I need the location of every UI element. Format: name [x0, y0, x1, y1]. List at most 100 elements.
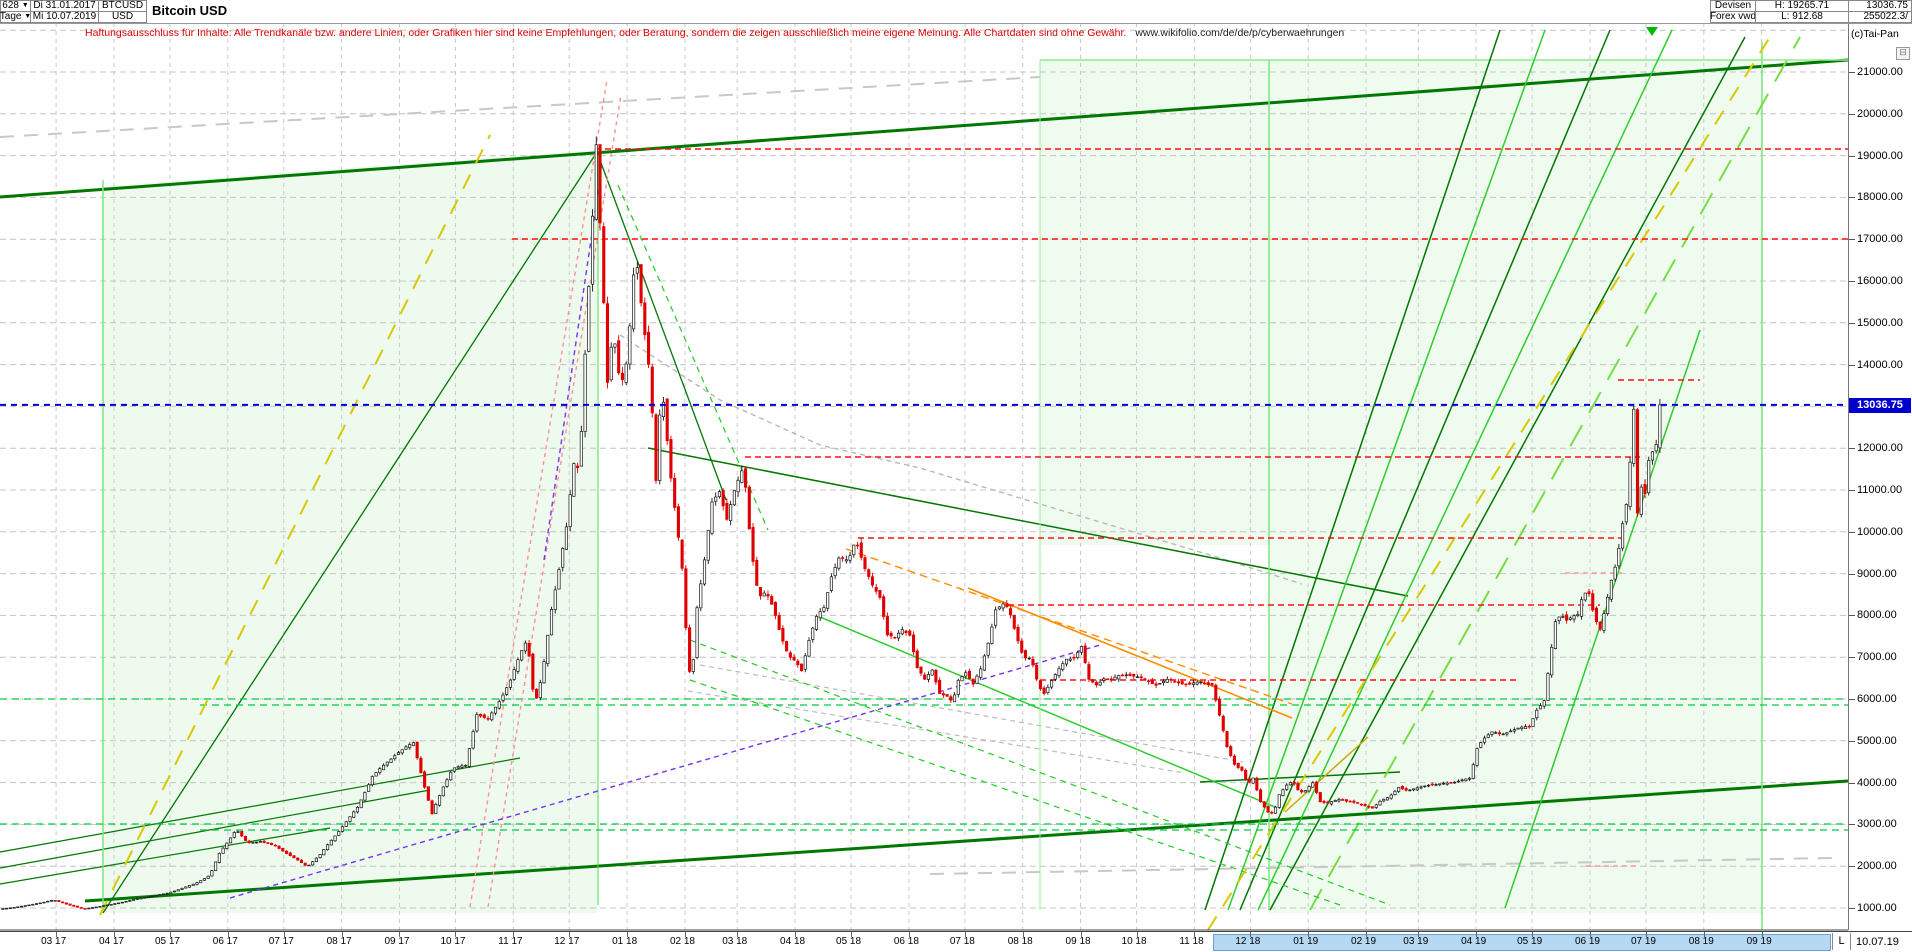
- x-axis-label: 10 18: [1121, 936, 1147, 947]
- last-price-badge: 13036.75: [1849, 397, 1911, 413]
- y-axis-tick: [1849, 322, 1855, 324]
- x-axis-label: 12 17: [554, 936, 580, 947]
- y-axis-tick: [1849, 657, 1855, 659]
- x-axis-tick: [1366, 932, 1368, 937]
- y-axis-label: 9000.00: [1857, 567, 1897, 580]
- x-axis-tick: [1703, 932, 1705, 937]
- x-axis-tick: [1589, 932, 1591, 937]
- period-value: Tage: [0, 11, 22, 22]
- bars-count-value: 628: [2, 0, 19, 11]
- x-axis-label: 04 17: [98, 936, 124, 947]
- x-axis-tick: [1532, 932, 1534, 937]
- y-axis-label: 18000.00: [1857, 191, 1903, 204]
- y-axis-label: 12000.00: [1857, 442, 1903, 455]
- x-axis-tick: [1080, 932, 1082, 937]
- y-axis-label: 4000.00: [1857, 776, 1897, 789]
- y-axis-label: 14000.00: [1857, 358, 1903, 371]
- x-axis-tick: [964, 932, 966, 937]
- chevron-down-icon: ▼: [21, 2, 29, 9]
- y-axis-tick: [1849, 740, 1855, 742]
- y-axis: 13036.75 1000.00 2000.00 3000.00 4000.00 500…: [1848, 23, 1912, 930]
- copyright-label: (c)Tai-Pan: [1851, 28, 1899, 40]
- last-date-label: 10.07.19: [1856, 936, 1899, 948]
- y-axis-tick: [1849, 113, 1855, 115]
- x-axis-tick: [1761, 932, 1763, 937]
- x-axis-label: 04 18: [780, 936, 806, 947]
- last-date-cell: Mi 10.07.2019: [30, 11, 99, 23]
- x-axis-tick: [569, 932, 571, 937]
- x-axis-label: 06 18: [893, 936, 919, 947]
- y-axis-label: 17000.00: [1857, 233, 1903, 246]
- y-axis-tick: [1849, 866, 1855, 868]
- x-axis-tick: [341, 932, 343, 937]
- x-axis-label: 06 19: [1574, 936, 1600, 947]
- disclaimer-link[interactable]: www.wikifolio.com/de/de/p/cyberwaehrunge…: [1135, 27, 1345, 39]
- y-axis-tick: [1849, 72, 1855, 73]
- x-axis-label: 08 19: [1688, 936, 1714, 947]
- y-axis-label: 6000.00: [1857, 693, 1897, 705]
- y-axis-tick: [1849, 699, 1855, 700]
- y-axis-tick: [1849, 908, 1855, 909]
- x-axis-label: 05 19: [1517, 936, 1543, 947]
- x-axis-tick: [795, 932, 797, 937]
- y-axis-tick: [1849, 197, 1855, 199]
- x-axis-label: 09 17: [384, 936, 410, 947]
- x-axis-tick: [399, 932, 401, 937]
- x-axis-tick: [1308, 932, 1310, 937]
- x-axis-label: 01 19: [1293, 936, 1319, 947]
- y-axis-tick: [1849, 615, 1855, 617]
- y-axis-label: 3000.00: [1857, 818, 1897, 831]
- x-axis-tick: [227, 932, 229, 937]
- x-axis-label: 09 19: [1746, 936, 1772, 947]
- x-axis-label: 11 18: [1179, 936, 1204, 947]
- y-axis-label: 1000.00: [1857, 902, 1897, 914]
- y-axis-label: 20000.00: [1857, 107, 1903, 120]
- x-axis-label: 07 19: [1630, 936, 1656, 947]
- x-axis-label: 01 18: [612, 936, 638, 947]
- x-axis-label: 08 18: [1007, 936, 1033, 947]
- x-axis-label: 12 18: [1235, 936, 1261, 947]
- axis-corner: [1848, 931, 1912, 952]
- x-axis-tick: [169, 932, 171, 937]
- x-axis-label: 02 18: [669, 936, 695, 947]
- x-axis-tick: [283, 932, 285, 937]
- x-axis-label: 04 19: [1461, 936, 1487, 947]
- x-axis-tick: [1645, 932, 1647, 937]
- x-axis-tick: [684, 932, 686, 937]
- x-axis-label: 08 17: [326, 936, 352, 947]
- x-axis-label: 03 17: [41, 936, 67, 947]
- x-axis-tick: [1022, 932, 1024, 937]
- x-axis-tick: [627, 932, 629, 937]
- y-axis-tick: [1849, 824, 1855, 826]
- minimize-button[interactable]: ⊟: [1896, 47, 1910, 60]
- currency-cell: USD: [98, 11, 147, 23]
- y-axis-label: 8000.00: [1857, 609, 1897, 622]
- chevron-down-icon: ▼: [24, 13, 32, 20]
- y-axis-label: 15000.00: [1857, 316, 1903, 329]
- x-axis[interactable]: 03 17 04 17 05 17 06 17 07 17 08 17 09 17 10 17…: [0, 931, 1848, 952]
- x-axis-label: 05 17: [154, 936, 180, 947]
- x-axis-label: 03 19: [1403, 936, 1429, 947]
- x-axis-tick: [851, 932, 853, 937]
- x-axis-label: 07 17: [268, 936, 294, 947]
- x-axis-label: 09 18: [1065, 936, 1091, 947]
- x-axis-tick: [1250, 932, 1252, 937]
- x-axis-label: 05 18: [836, 936, 862, 947]
- period-dropdown[interactable]: Tage ▼: [0, 11, 31, 23]
- y-axis-tick: [1849, 782, 1855, 784]
- x-axis-label: 10 17: [440, 936, 466, 947]
- x-axis-tick: [1476, 932, 1478, 937]
- y-axis-tick: [1849, 281, 1855, 282]
- disclaimer-text: Haftungsausschluss für Inhalte: Alle Tre…: [85, 27, 1345, 39]
- x-axis-label: 03 18: [722, 936, 748, 947]
- y-axis-tick: [1849, 239, 1855, 241]
- x-axis-label: 07 18: [949, 936, 975, 947]
- header-divider: [0, 23, 1912, 24]
- y-axis-tick: [1849, 531, 1855, 533]
- price-chart-canvas[interactable]: [0, 0, 1848, 931]
- y-axis-tick: [1849, 490, 1855, 491]
- x-axis-tick: [737, 932, 739, 937]
- period-low-cell: L: 912.68: [1755, 11, 1849, 23]
- y-axis-tick: [1849, 573, 1855, 575]
- l-indicator: L: [1832, 933, 1851, 950]
